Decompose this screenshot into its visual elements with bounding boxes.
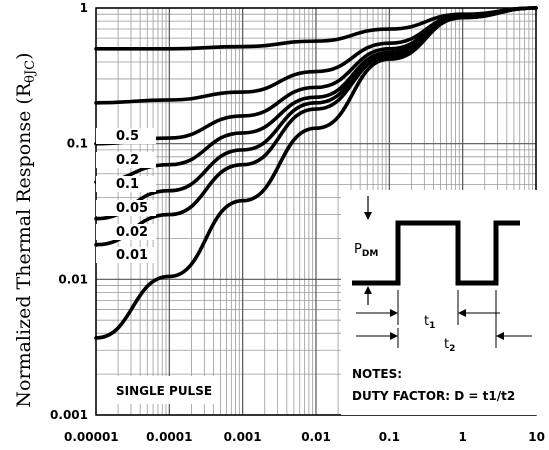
single-pulse-annotation: SINGLE PULSE (104, 376, 219, 404)
y-tick-label: 0.01 (58, 272, 88, 286)
x-tick-labels: 0.00001 0.0001 0.001 0.01 0.1 1 10 (64, 430, 545, 444)
y-tick-label: 1 (80, 1, 88, 15)
pdm-label: PDM (354, 242, 378, 259)
y-tick-label: 0.1 (67, 137, 88, 151)
y-axis-label: Normalized Thermal Response (RθJC) (13, 52, 38, 407)
duty-label-bg (96, 247, 156, 263)
duty-label: 0.01 (116, 248, 148, 263)
duty-label: 0.02 (116, 225, 148, 240)
single-pulse-label: SINGLE PULSE (116, 384, 212, 398)
t2-label: t2 (444, 337, 455, 354)
x-tick-label: 0.01 (301, 430, 331, 444)
duty-label: 0.05 (116, 201, 148, 216)
duty-label-bg (96, 224, 156, 240)
y-tick-labels: 0.001 0.01 0.1 1 (50, 1, 88, 422)
duty-label-bg (96, 128, 156, 144)
duty-label: 0.5 (116, 129, 139, 144)
x-tick-label: 10 (528, 430, 545, 444)
pulse-waveform (352, 220, 520, 286)
series-line-single-pulse (94, 6, 538, 340)
duty-label-bg (96, 200, 156, 216)
x-tick-label: 0.00001 (64, 430, 119, 444)
duty-label: 0.1 (116, 177, 139, 192)
x-tick-label: 0.001 (224, 430, 262, 444)
series-layer (94, 6, 538, 340)
duty-label-bg (96, 176, 156, 192)
t1-label: t1 (424, 314, 435, 331)
notes-text: DUTY FACTOR: D = t1/t2 (352, 389, 515, 403)
duty-label: 0.2 (116, 153, 139, 168)
duty-label-bg (96, 152, 156, 168)
pulse-diagram-inset: PDM t1 t2 NOTES: DUTY FACTOR: D = t1/t2 (341, 190, 537, 415)
x-tick-label: 1 (458, 430, 466, 444)
notes-title: NOTES: (352, 367, 402, 381)
y-tick-label: 0.001 (50, 408, 88, 422)
x-tick-label: 0.1 (379, 430, 400, 444)
duty-cycle-labels: 0.5 0.2 0.1 0.05 0.02 0.01 (96, 128, 156, 263)
x-tick-label: 0.0001 (146, 430, 192, 444)
